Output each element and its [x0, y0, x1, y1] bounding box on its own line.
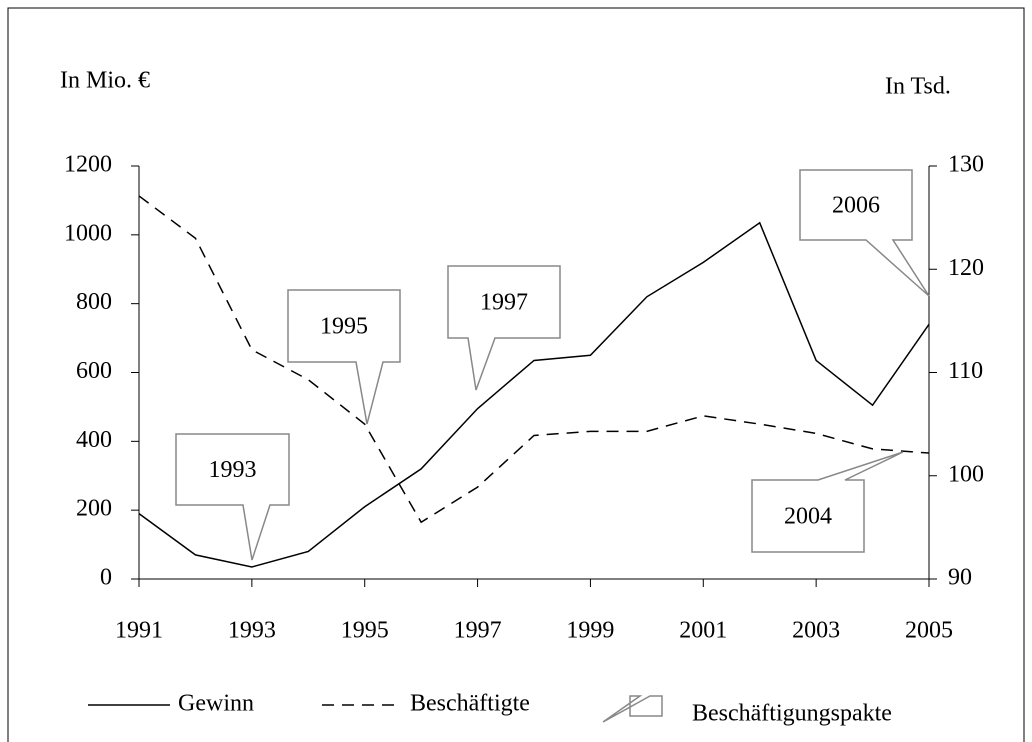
callout: [799, 169, 930, 297]
y2-tick-label: 130: [948, 152, 984, 178]
y2-tick-label: 110: [948, 358, 983, 384]
y-tick-label: 200: [76, 496, 112, 522]
y2-tick-label: 120: [948, 255, 984, 281]
callout: [751, 451, 904, 553]
x-tick-label: 2003: [792, 618, 840, 644]
callout-label: 2004: [784, 504, 832, 530]
callout-label: 1995: [320, 314, 368, 340]
x-tick-label: 1993: [228, 618, 276, 644]
y-tick-label: 600: [76, 358, 112, 384]
y-axis-label: In Mio. €: [60, 68, 150, 94]
y2-tick-label: 90: [948, 565, 972, 591]
x-tick-label: 2001: [679, 618, 727, 644]
callout: [175, 433, 290, 561]
y-tick-label: 800: [76, 289, 112, 315]
legend-callout-icon: [602, 695, 663, 723]
y2-axis-label: In Tsd.: [885, 74, 951, 100]
callout-label: 1993: [209, 457, 257, 483]
callout-label: 2006: [832, 193, 880, 219]
x-tick-label: 1997: [454, 618, 502, 644]
y-tick-label: 400: [76, 427, 112, 453]
series-line: [138, 221, 930, 568]
x-tick-label: 1991: [115, 618, 163, 644]
y-tick-label: 1200: [64, 152, 112, 178]
legend-label: Gewinn: [178, 691, 254, 717]
x-tick-label: 2005: [905, 618, 953, 644]
x-tick-label: 1995: [341, 618, 389, 644]
x-tick-label: 1999: [566, 618, 614, 644]
series-line: [138, 195, 930, 524]
callout: [447, 265, 561, 391]
legend-label: Beschäftigungspakte: [692, 701, 892, 727]
callout-label: 1997: [480, 290, 528, 316]
callout: [287, 289, 401, 425]
y2-tick-label: 100: [948, 461, 984, 487]
y-tick-label: 1000: [64, 220, 112, 246]
legend-label: Beschäftigte: [410, 691, 530, 717]
y-tick-label: 0: [100, 565, 112, 591]
